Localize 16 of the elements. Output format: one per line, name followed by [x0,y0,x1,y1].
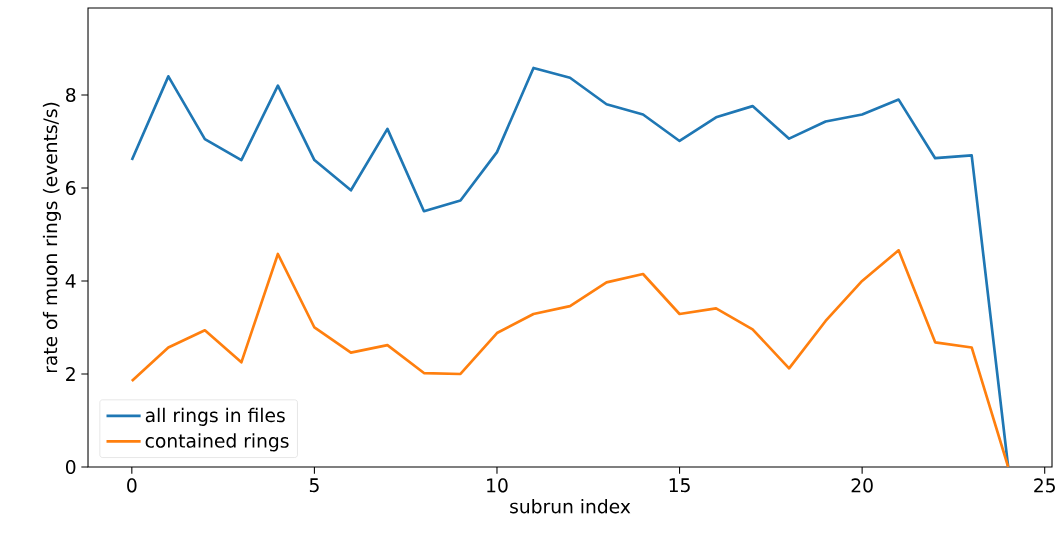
y-tick-label: 4 [65,274,76,288]
y-tick-label: 6 [66,180,76,196]
y-axis-title: rate of muon rings (events/s) [42,102,61,373]
legend-label: contained rings [145,433,289,452]
y-tick-label: 0 [65,459,76,475]
legend-label: all rings in files [145,407,285,426]
y-tick-label: 2 [66,367,75,381]
x-tick-label: 10 [487,478,508,493]
x-tick-label: 5 [309,478,319,493]
x-axis-title: subrun index [510,498,631,514]
y-tick-label: 8 [66,87,76,103]
x-tick-label: 15 [669,478,690,493]
x-tick-label: 0 [127,478,137,493]
x-tick-label: 25 [1034,478,1055,493]
line-series [130,248,1010,467]
x-tick-label: 20 [851,478,873,493]
